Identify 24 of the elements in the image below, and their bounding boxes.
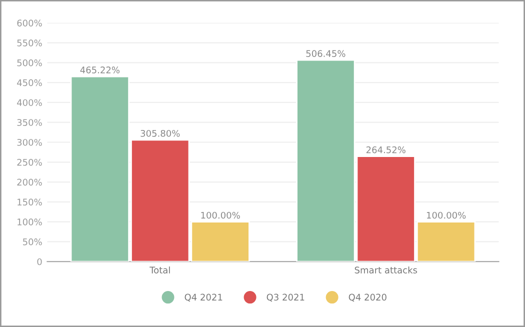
y-tick-label: 550% bbox=[17, 40, 42, 46]
data-label: 100.00% bbox=[201, 212, 240, 219]
y-tick-label: 50% bbox=[23, 238, 42, 246]
y-tick-label: 600% bbox=[17, 20, 42, 26]
legend-label: Q4 2020 bbox=[348, 294, 386, 302]
data-label: 506.45% bbox=[306, 50, 346, 57]
y-tick-label: 300% bbox=[17, 138, 42, 146]
data-label: 100.00% bbox=[426, 212, 466, 219]
y-tick-label: 150% bbox=[18, 198, 42, 206]
x-tick-label: Smart attacks bbox=[354, 266, 418, 274]
y-tick-label: 500% bbox=[17, 59, 42, 66]
y-tick-label: 200% bbox=[17, 178, 42, 186]
y-tick-label: 0 bbox=[37, 258, 42, 266]
legend-label: Q3 2021 bbox=[266, 294, 304, 302]
x-tick-label: Total bbox=[150, 266, 170, 274]
legend-label: Q4 2021 bbox=[184, 294, 222, 302]
data-label: 264.52% bbox=[366, 146, 406, 154]
y-tick-label: 250% bbox=[17, 158, 42, 166]
data-label: 465.22% bbox=[80, 66, 120, 74]
y-tick-label: 450% bbox=[17, 79, 42, 86]
y-tick-label: 400% bbox=[17, 99, 42, 106]
y-tick-label: 100% bbox=[18, 218, 42, 226]
y-tick-label: 350% bbox=[17, 119, 42, 126]
data-label: 305.80% bbox=[140, 130, 180, 137]
